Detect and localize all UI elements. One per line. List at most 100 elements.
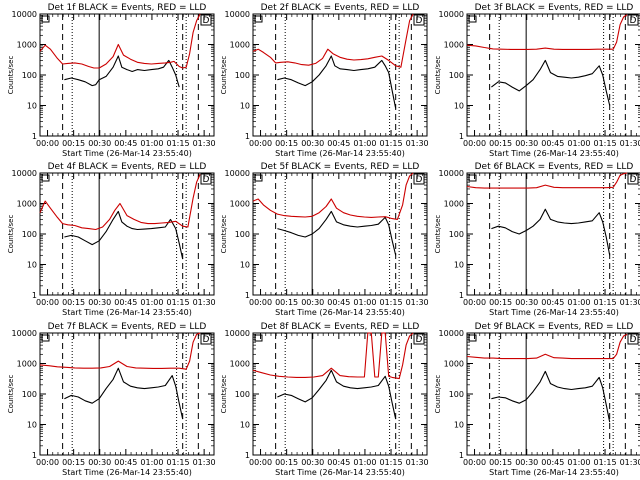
y-tick-label: 10000 — [439, 329, 464, 338]
y-tick-label: 1 — [32, 451, 37, 460]
y-axis-label: Counts/sec — [220, 375, 228, 414]
x-tick-label: 01:00 — [353, 298, 376, 307]
y-tick-label: 10000 — [12, 10, 37, 19]
x-tick-label: 01:00 — [567, 458, 590, 467]
x-tick-label: 00:30 — [515, 298, 538, 307]
y-tick-label: 100 — [22, 230, 37, 239]
x-tick-label: 00:00 — [249, 139, 272, 148]
x-tick-label: 00:15 — [62, 458, 85, 467]
y-axis-label: Counts/sec — [220, 215, 228, 254]
plot-frame — [252, 13, 428, 137]
plot-frame — [252, 172, 428, 296]
x-tick-label: 01:30 — [193, 298, 216, 307]
x-tick-label: 00:15 — [489, 139, 512, 148]
corner-box-label: D — [630, 16, 637, 26]
corner-box-left — [468, 174, 477, 182]
panel-title: Det 2f BLACK = Events, RED = LLD — [261, 3, 420, 13]
panel-det-3: Det 3f BLACK = Events, RED = LLD 1 10 100 10… — [434, 3, 640, 158]
corner-box-right — [413, 173, 425, 185]
events-series-line — [491, 208, 611, 256]
y-tick-label: 10000 — [225, 10, 250, 19]
panel-det-2: Det 2f BLACK = Events, RED = LLD 1 10 100 10… — [220, 3, 429, 158]
panel-det-6: Det 6f BLACK = Events, RED = LLD 1 10 100 10… — [434, 162, 640, 317]
y-tick-label: 1000 — [444, 200, 464, 209]
y-axis-label: Counts/sec — [434, 56, 442, 95]
x-tick-label: 01:30 — [406, 458, 429, 467]
corner-box-left — [468, 15, 477, 23]
y-tick-label: 1 — [245, 132, 250, 141]
corner-box-label: D — [416, 175, 423, 185]
corner-box-right — [627, 173, 639, 185]
x-tick-label: 00:15 — [62, 139, 85, 148]
y-axis-label: Counts/sec — [7, 215, 15, 254]
corner-box-label: D — [416, 16, 423, 26]
corner-box-right — [413, 14, 425, 26]
y-tick-label: 100 — [449, 71, 464, 80]
panel-title: Det 5f BLACK = Events, RED = LLD — [261, 162, 420, 172]
corner-box-label: D — [630, 175, 637, 185]
x-tick-label: 00:30 — [88, 139, 111, 148]
corner-box-left — [254, 334, 263, 342]
y-tick-label: 1 — [32, 132, 37, 141]
y-tick-label: 100 — [22, 390, 37, 399]
x-tick-label: 00:45 — [114, 458, 137, 467]
x-tick-label: 00:45 — [327, 139, 350, 148]
panel-title: Det 8f BLACK = Events, RED = LLD — [261, 322, 420, 332]
panel-det-9: Det 9f BLACK = Events, RED = LLD 1 10 100 10… — [434, 322, 640, 477]
corner-box-left — [41, 174, 50, 182]
y-tick-label: 10000 — [439, 10, 464, 19]
x-tick-label: 00:45 — [541, 298, 564, 307]
y-tick-label: 1 — [245, 451, 250, 460]
x-tick-label: 01:30 — [406, 298, 429, 307]
x-tick-label: 01:00 — [140, 458, 163, 467]
y-tick-label: 1000 — [230, 41, 250, 50]
y-tick-label: 10 — [240, 102, 250, 111]
events-series-line — [64, 55, 180, 88]
y-tick-label: 10000 — [439, 169, 464, 178]
lld-series-line — [252, 13, 414, 68]
x-tick-label: 01:30 — [193, 458, 216, 467]
x-tick-label: 01:00 — [567, 298, 590, 307]
x-tick-label: 00:00 — [36, 298, 59, 307]
y-tick-label: 10 — [454, 421, 464, 430]
x-axis-label: Start Time (26-Mar-14 23:55:40) — [489, 149, 619, 158]
panel-title: Det 6f BLACK = Events, RED = LLD — [475, 162, 634, 172]
corner-box-label: D — [203, 335, 210, 345]
y-tick-label: 100 — [235, 71, 250, 80]
x-tick-label: 01:00 — [353, 458, 376, 467]
plot-frame — [466, 172, 640, 296]
lld-series-line — [39, 13, 201, 69]
x-tick-label: 00:00 — [249, 458, 272, 467]
y-tick-label: 1 — [459, 291, 464, 300]
corner-box-left — [41, 15, 50, 23]
x-tick-label: 00:00 — [249, 298, 272, 307]
y-axis-label: Counts/sec — [7, 375, 15, 414]
x-tick-label: 01:15 — [380, 139, 403, 148]
y-tick-label: 1 — [459, 132, 464, 141]
x-tick-label: 01:00 — [140, 298, 163, 307]
x-tick-label: 01:00 — [140, 139, 163, 148]
x-axis-label: Start Time (26-Mar-14 23:55:40) — [62, 149, 192, 158]
panel-title: Det 3f BLACK = Events, RED = LLD — [475, 3, 634, 13]
x-tick-label: 01:30 — [620, 298, 640, 307]
lld-series-line — [466, 333, 628, 360]
y-tick-label: 100 — [449, 390, 464, 399]
x-tick-label: 00:15 — [489, 458, 512, 467]
x-tick-label: 00:15 — [62, 298, 85, 307]
x-tick-label: 00:00 — [36, 458, 59, 467]
x-axis-label: Start Time (26-Mar-14 23:55:40) — [489, 308, 619, 317]
x-tick-label: 01:30 — [193, 139, 216, 148]
plot-frame — [39, 172, 215, 296]
x-tick-label: 00:00 — [463, 458, 486, 467]
x-tick-label: 00:00 — [463, 298, 486, 307]
y-tick-label: 100 — [235, 230, 250, 239]
x-tick-label: 01:15 — [594, 139, 617, 148]
y-tick-label: 1 — [245, 291, 250, 300]
x-tick-label: 00:30 — [88, 458, 111, 467]
events-series-line — [64, 367, 184, 420]
corner-box-left — [254, 174, 263, 182]
x-axis-label: Start Time (26-Mar-14 23:55:40) — [62, 468, 192, 477]
panel-det-7: Det 7f BLACK = Events, RED = LLD 1 10 100 10… — [7, 322, 216, 477]
x-tick-label: 01:15 — [594, 458, 617, 467]
x-tick-label: 00:45 — [541, 139, 564, 148]
